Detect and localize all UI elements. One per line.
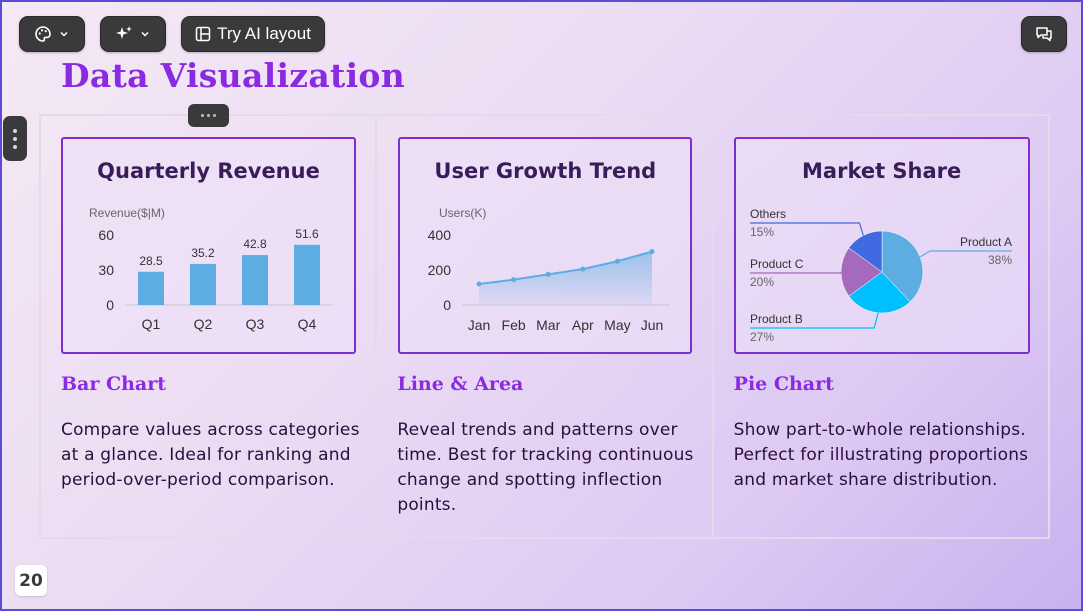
data-point bbox=[476, 281, 482, 287]
bar bbox=[138, 271, 164, 305]
y-tick-label: 0 bbox=[106, 297, 114, 313]
pie-leader-line bbox=[749, 272, 842, 274]
x-tick-label: Q4 bbox=[298, 316, 317, 332]
x-tick-label: Jun bbox=[641, 317, 664, 333]
pie-label-value: 15% bbox=[750, 225, 774, 239]
x-tick-label: Feb bbox=[502, 317, 526, 333]
chevron-down-icon bbox=[139, 28, 151, 40]
chart-columns-grid: Quarterly Revenue Revenue($|M) 0 30 60 28.5 Q… bbox=[39, 114, 1050, 539]
y-axis-label: Users(K) bbox=[439, 206, 486, 220]
chart-type-heading[interactable]: Pie Chart bbox=[733, 373, 834, 395]
series-line bbox=[479, 250, 653, 285]
y-tick-label: 60 bbox=[98, 227, 114, 243]
pie-slice bbox=[881, 230, 923, 303]
x-tick-label: Q2 bbox=[194, 316, 213, 332]
pie-label-value: 38% bbox=[988, 253, 1012, 267]
data-point bbox=[580, 266, 586, 272]
chart-description[interactable]: Reveal trends and patterns over time. Be… bbox=[397, 420, 694, 515]
chart-description[interactable]: Compare values across categories at a gl… bbox=[61, 420, 360, 490]
chart-type-heading[interactable]: Line & Area bbox=[397, 373, 524, 395]
bar bbox=[242, 255, 268, 305]
slide-title[interactable]: Data Visualization bbox=[61, 56, 406, 95]
x-tick-label: Q1 bbox=[142, 316, 161, 332]
x-tick-label: Jan bbox=[468, 317, 491, 333]
theme-palette-button[interactable] bbox=[19, 16, 85, 52]
y-axis-label: Revenue($|M) bbox=[89, 206, 165, 220]
column-bar-chart[interactable]: Quarterly Revenue Revenue($|M) 0 30 60 28.5 Q… bbox=[41, 116, 378, 537]
bar-value-label: 42.8 bbox=[243, 237, 267, 251]
layout-icon bbox=[195, 26, 211, 42]
ai-magic-button[interactable] bbox=[100, 16, 166, 52]
y-tick-label: 400 bbox=[428, 227, 452, 243]
bar bbox=[190, 263, 216, 305]
y-tick-label: 200 bbox=[428, 262, 452, 278]
comments-button[interactable] bbox=[1021, 16, 1067, 52]
side-drag-handle[interactable] bbox=[3, 116, 27, 161]
chevron-down-icon bbox=[58, 28, 70, 40]
card-title: Market Share bbox=[802, 159, 962, 183]
pie-label-name: Product A bbox=[960, 235, 1012, 249]
bar-chart: Revenue($|M) 0 30 60 28.5 Q1 35.2 Q2 42.8 Q3 51.6 Q… bbox=[89, 206, 333, 332]
pie-leader-line bbox=[749, 312, 879, 329]
x-tick-label: Apr bbox=[572, 317, 594, 333]
pie-label-value: 27% bbox=[750, 330, 774, 344]
x-tick-label: Mar bbox=[536, 317, 560, 333]
line-area-chart: Users(K) 0 200 400 Jan Feb Mar Apr May Jun bbox=[428, 206, 671, 333]
chart-type-heading[interactable]: Bar Chart bbox=[61, 373, 167, 395]
card-title: User Growth Trend bbox=[434, 159, 657, 183]
pie-label-name: Product B bbox=[750, 312, 803, 326]
pie-label-name: Product C bbox=[750, 257, 804, 271]
data-point bbox=[649, 249, 655, 255]
sparkle-icon bbox=[115, 25, 133, 43]
column-pie-chart[interactable]: Market Share Product A 38% Product B 27% Pro… bbox=[714, 116, 1048, 537]
try-ai-layout-button[interactable]: Try AI layout bbox=[181, 16, 325, 52]
pie-chart-card[interactable]: Market Share Product A 38% Product B 27% Pro… bbox=[733, 137, 1030, 354]
pie-label-value: 20% bbox=[750, 275, 774, 289]
x-tick-label: May bbox=[605, 317, 631, 333]
block-options-handle[interactable] bbox=[188, 104, 229, 127]
pie-leader-line bbox=[919, 250, 1012, 258]
line-chart-card[interactable]: User Growth Trend Users(K) 0 200 400 Jan Feb M… bbox=[398, 137, 693, 354]
page-number: 20 bbox=[15, 565, 47, 596]
bar-value-label: 28.5 bbox=[139, 254, 163, 268]
x-tick-label: Q3 bbox=[246, 316, 265, 332]
bar-value-label: 51.6 bbox=[295, 227, 319, 241]
chart-description[interactable]: Show part-to-whole relationships. Perfec… bbox=[733, 420, 1029, 490]
pie-chart: Product A 38% Product B 27% Product C 20% Othe… bbox=[749, 207, 1012, 344]
data-point bbox=[546, 271, 552, 277]
bar-chart-card[interactable]: Quarterly Revenue Revenue($|M) 0 30 60 28.5 Q… bbox=[61, 137, 356, 354]
data-point bbox=[615, 258, 621, 264]
y-tick-label: 30 bbox=[98, 262, 114, 278]
palette-icon bbox=[34, 25, 52, 43]
y-tick-label: 0 bbox=[444, 297, 452, 313]
comments-icon bbox=[1035, 25, 1053, 43]
pie-label-name: Others bbox=[750, 207, 786, 221]
data-point bbox=[511, 277, 517, 283]
area-fill bbox=[479, 251, 653, 305]
card-title: Quarterly Revenue bbox=[97, 159, 320, 183]
bar-value-label: 35.2 bbox=[191, 246, 215, 260]
try-ai-layout-label: Try AI layout bbox=[217, 24, 311, 43]
pie-leader-line bbox=[749, 222, 864, 236]
bar bbox=[294, 244, 320, 305]
column-line-chart[interactable]: User Growth Trend Users(K) 0 200 400 Jan Feb M… bbox=[377, 116, 714, 537]
